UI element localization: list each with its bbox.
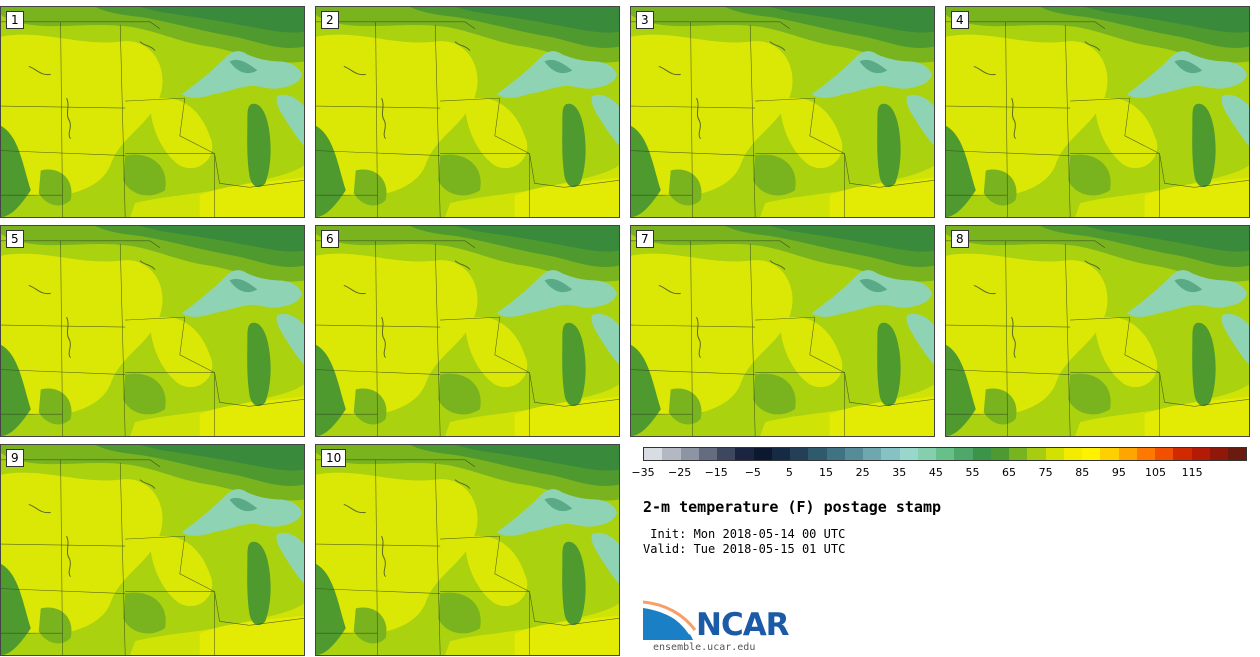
member-number-label: 8 xyxy=(951,230,969,248)
colorbar-segment xyxy=(917,448,936,460)
colorbar-segment xyxy=(899,448,918,460)
colorbar-segment xyxy=(1118,448,1137,460)
colorbar-segment xyxy=(1209,448,1228,460)
colorbar-tick-label: 15 xyxy=(819,466,834,479)
ensemble-member-map: 3 xyxy=(630,6,935,218)
colorbar-segment xyxy=(844,448,863,460)
colorbar-segment xyxy=(1155,448,1174,460)
member-number-label: 3 xyxy=(636,11,654,29)
colorbar-segment xyxy=(1045,448,1064,460)
ncar-url: ensemble.ucar.edu xyxy=(653,642,756,653)
colorbar-tick-label: 115 xyxy=(1181,466,1203,479)
colorbar-tick-label: 45 xyxy=(928,466,943,479)
member-number-label: 7 xyxy=(636,230,654,248)
ensemble-member-map: 7 xyxy=(630,225,935,437)
colorbar-tick-labels: −35 −25 −15 −5 5 15 25 35 45 55 65 75 85 95 105 115 xyxy=(631,466,1247,480)
member-number-label: 5 xyxy=(6,230,24,248)
colorbar-segment xyxy=(644,448,663,460)
temperature-map xyxy=(316,226,619,436)
colorbar-segment xyxy=(954,448,973,460)
ensemble-member-map: 4 xyxy=(945,6,1250,218)
colorbar-segment xyxy=(1063,448,1082,460)
colorbar-segment xyxy=(1191,448,1210,460)
colorbar-tick-label: 35 xyxy=(892,466,907,479)
member-number-label: 1 xyxy=(6,11,24,29)
colorbar-segment xyxy=(1173,448,1192,460)
colorbar-segment xyxy=(863,448,882,460)
colorbar-tick-label: 85 xyxy=(1075,466,1090,479)
temperature-map xyxy=(946,7,1249,217)
colorbar-segment xyxy=(990,448,1009,460)
ensemble-member-map: 9 xyxy=(0,444,305,656)
colorbar-segment xyxy=(936,448,955,460)
colorbar-segment xyxy=(662,448,681,460)
ncar-logo xyxy=(643,600,697,640)
temperature-map xyxy=(1,7,304,217)
colorbar-segment xyxy=(1136,448,1155,460)
temperature-map xyxy=(946,226,1249,436)
colorbar-segment xyxy=(972,448,991,460)
colorbar-segment xyxy=(1228,448,1247,460)
colorbar-segment xyxy=(1082,448,1101,460)
colorbar-segment xyxy=(1027,448,1046,460)
ncar-logo-text: NCAR xyxy=(696,607,790,643)
figure-title: 2-m temperature (F) postage stamp xyxy=(643,498,942,516)
valid-time: Valid: Tue 2018-05-15 01 UTC xyxy=(643,542,846,556)
colorbar-tick-label: 25 xyxy=(855,466,870,479)
colorbar-segment xyxy=(698,448,717,460)
temperature-map xyxy=(631,226,934,436)
colorbar-tick-label: 5 xyxy=(785,466,793,479)
colorbar-tick-label: 95 xyxy=(1111,466,1126,479)
temperature-map xyxy=(631,7,934,217)
colorbar-segment xyxy=(808,448,827,460)
ensemble-member-map: 8 xyxy=(945,225,1250,437)
ensemble-member-map: 6 xyxy=(315,225,620,437)
colorbar-segment xyxy=(771,448,790,460)
colorbar-tick-label: −25 xyxy=(667,466,692,479)
colorbar-tick-label: −15 xyxy=(704,466,728,479)
temperature-map xyxy=(316,445,619,655)
member-number-label: 4 xyxy=(951,11,969,29)
colorbar-segment xyxy=(1009,448,1028,460)
colorbar-segment xyxy=(735,448,754,460)
colorbar-segment xyxy=(753,448,772,460)
colorbar-segment xyxy=(881,448,900,460)
ensemble-member-map: 5 xyxy=(0,225,305,437)
temperature-map xyxy=(1,445,304,655)
colorbar-tick-label: 65 xyxy=(1002,466,1017,479)
colorbar-segment xyxy=(680,448,699,460)
ensemble-member-map: 10 xyxy=(315,444,620,656)
colorbar-tick-label: 55 xyxy=(965,466,980,479)
ensemble-member-map: 1 xyxy=(0,6,305,218)
member-number-label: 9 xyxy=(6,449,24,467)
colorbar-tick-label: −35 xyxy=(631,466,655,479)
colorbar-segment xyxy=(790,448,809,460)
init-time: Init: Mon 2018-05-14 00 UTC xyxy=(643,527,846,541)
member-number-label: 6 xyxy=(321,230,339,248)
colorbar-tick-label: 105 xyxy=(1144,466,1166,479)
colorbar-segment xyxy=(717,448,736,460)
member-number-label: 2 xyxy=(321,11,339,29)
temperature-map xyxy=(316,7,619,217)
colorbar xyxy=(643,447,1247,461)
temperature-map xyxy=(1,226,304,436)
colorbar-tick-label: 75 xyxy=(1038,466,1053,479)
colorbar-segment xyxy=(826,448,845,460)
colorbar-tick-label: −5 xyxy=(744,466,761,479)
member-number-label: 10 xyxy=(321,449,347,467)
colorbar-segment xyxy=(1100,448,1119,460)
ensemble-member-map: 2 xyxy=(315,6,620,218)
